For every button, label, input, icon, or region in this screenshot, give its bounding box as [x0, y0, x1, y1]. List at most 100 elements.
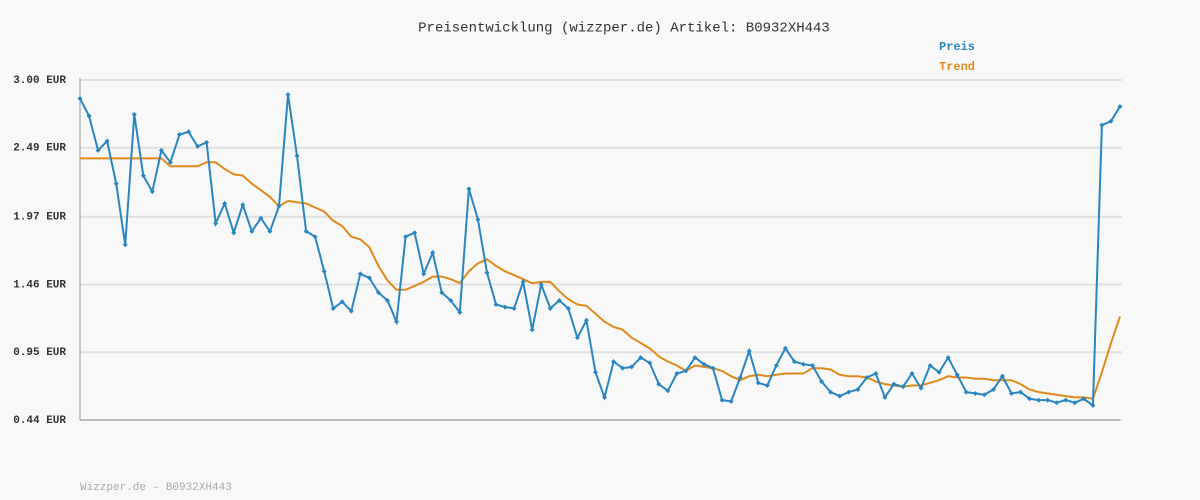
point: [800, 361, 806, 367]
point: [556, 297, 562, 303]
point: [837, 393, 843, 399]
point: [231, 230, 237, 236]
point: [158, 147, 164, 153]
point: [186, 129, 192, 135]
point: [909, 371, 915, 377]
point: [448, 297, 454, 303]
point: [972, 390, 978, 396]
point: [167, 159, 173, 165]
y-tick-label: 1.97 EUR: [13, 212, 66, 224]
point: [764, 382, 770, 388]
y-tick-label: 2.49 EUR: [13, 143, 66, 155]
point: [475, 216, 481, 222]
point: [384, 297, 390, 303]
point: [810, 363, 816, 369]
point: [629, 364, 635, 370]
point: [1027, 396, 1033, 402]
point: [981, 392, 987, 398]
point: [656, 381, 662, 387]
point: [430, 250, 436, 256]
point: [547, 305, 553, 311]
point: [638, 355, 644, 361]
point: [294, 153, 300, 159]
y-tick-label: 0.44 EUR: [13, 415, 66, 427]
point: [882, 394, 888, 400]
point: [439, 290, 445, 295]
point: [1108, 118, 1114, 124]
point: [728, 398, 734, 404]
point: [1081, 396, 1087, 402]
point: [954, 372, 960, 378]
point: [529, 327, 535, 333]
point: [602, 394, 608, 400]
point: [873, 371, 879, 377]
point: [1036, 397, 1042, 403]
point: [828, 389, 834, 395]
point: [773, 363, 779, 369]
point: [240, 202, 246, 208]
point: [339, 299, 345, 305]
point: [819, 378, 825, 384]
point: [1072, 400, 1078, 406]
point: [312, 234, 318, 240]
point: [737, 375, 743, 380]
point: [620, 365, 626, 371]
point: [457, 309, 463, 315]
point: [746, 348, 752, 354]
point: [195, 143, 201, 149]
point: [222, 201, 228, 207]
point: [1045, 397, 1051, 403]
point: [95, 147, 101, 153]
point: [511, 305, 517, 311]
point: [140, 173, 146, 179]
point: [647, 360, 653, 366]
legend-label: Preis: [939, 40, 975, 54]
point: [86, 113, 92, 119]
point: [855, 386, 861, 392]
point: [131, 112, 137, 118]
point: [113, 181, 119, 187]
line-1: [80, 157, 1121, 400]
point: [330, 305, 336, 311]
point: [918, 385, 924, 391]
point: [1090, 402, 1096, 408]
point: [710, 365, 716, 371]
point: [176, 131, 182, 137]
point: [276, 203, 282, 209]
point: [864, 375, 870, 380]
point: [77, 96, 83, 102]
point: [403, 234, 409, 240]
point: [213, 220, 219, 226]
footer: Wizzper.de – B0932XH443: [80, 482, 232, 494]
point: [204, 139, 210, 145]
point: [258, 215, 264, 221]
point: [1063, 397, 1069, 403]
line-0: [79, 94, 1121, 408]
point: [791, 359, 797, 365]
point: [701, 361, 707, 367]
point: [927, 363, 933, 369]
point: [999, 373, 1005, 379]
point: [565, 305, 571, 311]
point: [891, 381, 897, 387]
point: [782, 345, 788, 351]
point: [520, 279, 526, 285]
legend-label: Trend: [939, 60, 975, 74]
point: [846, 389, 852, 395]
point: [945, 355, 951, 361]
point: [321, 268, 327, 274]
point: [394, 319, 400, 325]
y-tick-label: 3.00 EUR: [13, 75, 66, 87]
point: [900, 384, 906, 390]
point: [466, 186, 472, 192]
point: [990, 386, 996, 392]
point: [583, 317, 589, 323]
point: [1099, 122, 1105, 128]
point: [674, 371, 680, 377]
point: [665, 388, 671, 394]
point: [493, 301, 499, 307]
point: [719, 397, 725, 403]
y-tick-label: 1.46 EUR: [13, 279, 66, 291]
point: [755, 380, 761, 386]
point: [149, 189, 155, 195]
